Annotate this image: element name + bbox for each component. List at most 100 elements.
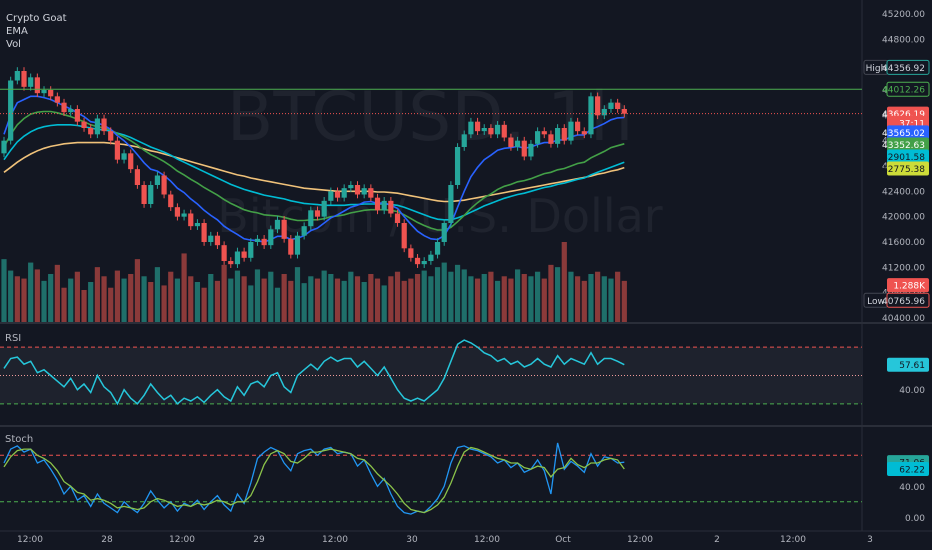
- marker-label: Low: [867, 297, 885, 307]
- volume-bar: [181, 253, 187, 322]
- volume-bar: [274, 287, 281, 322]
- candle-body: [308, 210, 314, 227]
- volume-bar: [234, 270, 241, 322]
- volume-bar: [541, 278, 547, 322]
- price-tick-label: 45200.00: [882, 10, 925, 20]
- volume-bar: [454, 264, 461, 322]
- stoch-panel: [0, 442, 862, 515]
- volume-bar: [434, 267, 441, 322]
- volume-bar: [401, 280, 407, 322]
- volume-bar: [241, 276, 247, 322]
- volume-bar: [161, 285, 167, 322]
- time-tick-label: 12:00: [627, 535, 653, 545]
- volume-bar: [141, 276, 147, 322]
- volume-bar: [301, 283, 307, 322]
- legend-strategy[interactable]: Crypto Goat: [6, 13, 67, 24]
- legend-ema[interactable]: EMA: [6, 26, 28, 37]
- volume-bar: [21, 278, 27, 322]
- candle-body: [535, 131, 541, 144]
- marker-value: 42775.38: [882, 165, 925, 175]
- candle-body: [528, 143, 534, 157]
- candle-body: [488, 128, 494, 135]
- volume-bar: [601, 276, 607, 322]
- volume-bar: [428, 276, 434, 322]
- volume-bar: [321, 270, 327, 322]
- candle-body: [134, 169, 140, 185]
- rsi-label[interactable]: RSI: [5, 333, 22, 344]
- volume-bar: [501, 276, 507, 322]
- marker-value: 42901.58: [882, 153, 925, 163]
- candle-body: [421, 261, 427, 265]
- stoch-label[interactable]: Stoch: [5, 434, 34, 445]
- volume-bar: [81, 290, 87, 322]
- volume-bar: [561, 242, 567, 322]
- candle-body: [481, 128, 487, 132]
- time-tick-label: 28: [101, 535, 113, 545]
- candle-body: [254, 238, 261, 242]
- volume-bar: [414, 274, 421, 322]
- candle-body: [328, 191, 334, 201]
- candle-body: [81, 121, 87, 128]
- candle-body: [615, 102, 621, 109]
- volume-bar: [588, 274, 594, 322]
- volume-bar: [74, 271, 80, 322]
- volume-bar: [381, 285, 387, 322]
- candle-body: [101, 118, 107, 132]
- volume-bar: [148, 282, 154, 322]
- candle-body: [21, 71, 27, 87]
- rsi-tick-label: 40.00: [899, 386, 925, 396]
- volume-bar: [481, 274, 487, 322]
- candle-body: [474, 121, 481, 132]
- candle-body: [341, 188, 347, 198]
- candle-body: [374, 197, 381, 211]
- candle-body: [388, 200, 394, 214]
- candle-body: [181, 213, 187, 217]
- candle-body: [581, 131, 587, 135]
- candle-body: [54, 96, 60, 103]
- candle-body: [274, 219, 281, 230]
- volume-bar: [88, 282, 94, 322]
- candle-body: [148, 185, 154, 204]
- time-tick-label: 30: [406, 535, 418, 545]
- marker-value: 1.288K: [893, 282, 926, 292]
- volume-bar: [194, 282, 201, 322]
- volume-bar: [348, 271, 354, 322]
- volume-bar: [294, 267, 301, 322]
- time-axis: 12:00 28 12:00 29 12:00 30 12:00 Oct 12:00 2 12:00…: [17, 535, 873, 545]
- candle-body: [368, 188, 374, 198]
- marker-value: 43626.19: [882, 110, 925, 120]
- volume-bar: [608, 278, 614, 322]
- candle-body: [434, 242, 441, 255]
- indicator-legend: Crypto Goat EMA Vol: [6, 12, 67, 51]
- candle-body: [555, 128, 561, 144]
- time-tick-label: 12:00: [17, 535, 43, 545]
- symbol-watermark: BTCUSD, 1h Bitcoin / U.S. Dollar: [217, 78, 663, 243]
- volume-bar: [121, 278, 127, 322]
- volume-bar: [48, 274, 54, 322]
- candle-body: [48, 90, 54, 97]
- volume-bar: [174, 278, 181, 322]
- volume-bar: [328, 274, 334, 322]
- volume-bar: [41, 280, 47, 322]
- candle-body: [168, 194, 174, 208]
- volume-bar: [14, 276, 20, 322]
- price-tick-label: 42000.00: [882, 213, 925, 223]
- rsi-tick-label: 57.61: [899, 361, 925, 371]
- ema-mid-line: [3, 110, 625, 231]
- candle-body: [241, 251, 247, 258]
- volume-bar: [214, 280, 221, 322]
- stoch-tick-label: 40.00: [899, 483, 925, 493]
- volume-bar: [508, 278, 514, 322]
- watermark-description: Bitcoin / U.S. Dollar: [217, 189, 663, 243]
- volume-bar: [615, 271, 621, 322]
- volume-bar: [268, 271, 274, 322]
- candle-body: [595, 96, 601, 116]
- legend-vol[interactable]: Vol: [6, 39, 21, 50]
- time-tick-label: Oct: [555, 535, 571, 545]
- marker-value-box: [887, 278, 929, 293]
- rsi-panel: [0, 339, 862, 406]
- candle-body: [608, 102, 614, 109]
- candle-body: [208, 235, 214, 242]
- candle-body: [228, 261, 234, 265]
